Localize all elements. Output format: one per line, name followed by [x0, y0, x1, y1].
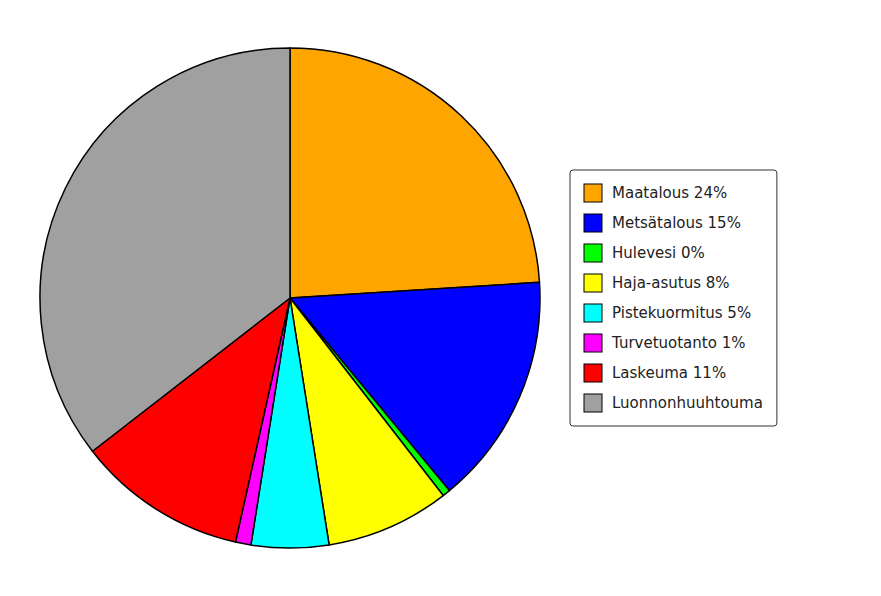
legend-swatch [584, 304, 602, 322]
legend-swatch [584, 394, 602, 412]
pie-slice [290, 48, 540, 298]
legend-label: Metsätalous 15% [612, 214, 741, 232]
legend-swatch [584, 214, 602, 232]
legend-label: Maatalous 24% [612, 184, 727, 202]
legend-label: Pistekuormitus 5% [612, 304, 751, 322]
chart: Maatalous 24% Metsätalous 15% Hulevesi 0% H… [0, 0, 881, 596]
legend-swatch [584, 244, 602, 262]
legend-swatch [584, 334, 602, 352]
legend-label: Luonnonhuuhtouma [612, 394, 763, 412]
legend: Maatalous 24% Metsätalous 15% Hulevesi 0% H… [570, 170, 777, 426]
legend-label: Laskeuma 11% [612, 364, 726, 382]
legend-label: Hulevesi 0% [612, 244, 705, 262]
pie [40, 48, 540, 548]
legend-swatch [584, 364, 602, 382]
legend-swatch [584, 184, 602, 202]
legend-swatch [584, 274, 602, 292]
legend-frame [570, 170, 777, 426]
legend-label: Haja-asutus 8% [612, 274, 730, 292]
pie-slice [40, 48, 290, 451]
legend-label: Turvetuotanto 1% [611, 334, 745, 352]
